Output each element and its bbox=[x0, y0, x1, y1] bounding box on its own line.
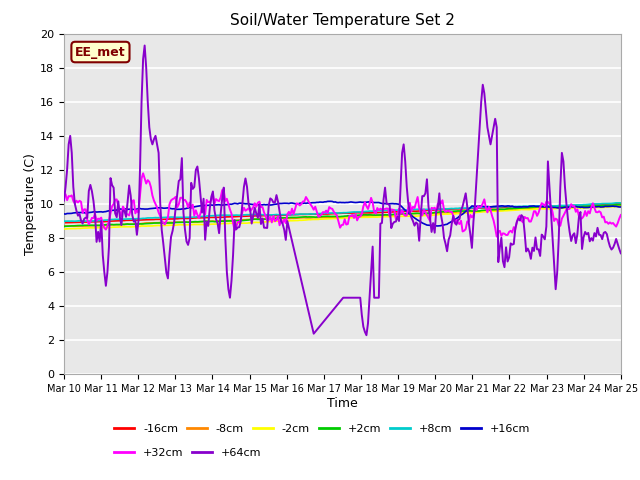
Legend: +32cm, +64cm: +32cm, +64cm bbox=[114, 448, 262, 458]
X-axis label: Time: Time bbox=[327, 397, 358, 410]
Y-axis label: Temperature (C): Temperature (C) bbox=[24, 153, 37, 255]
Text: EE_met: EE_met bbox=[75, 46, 126, 59]
Title: Soil/Water Temperature Set 2: Soil/Water Temperature Set 2 bbox=[230, 13, 455, 28]
